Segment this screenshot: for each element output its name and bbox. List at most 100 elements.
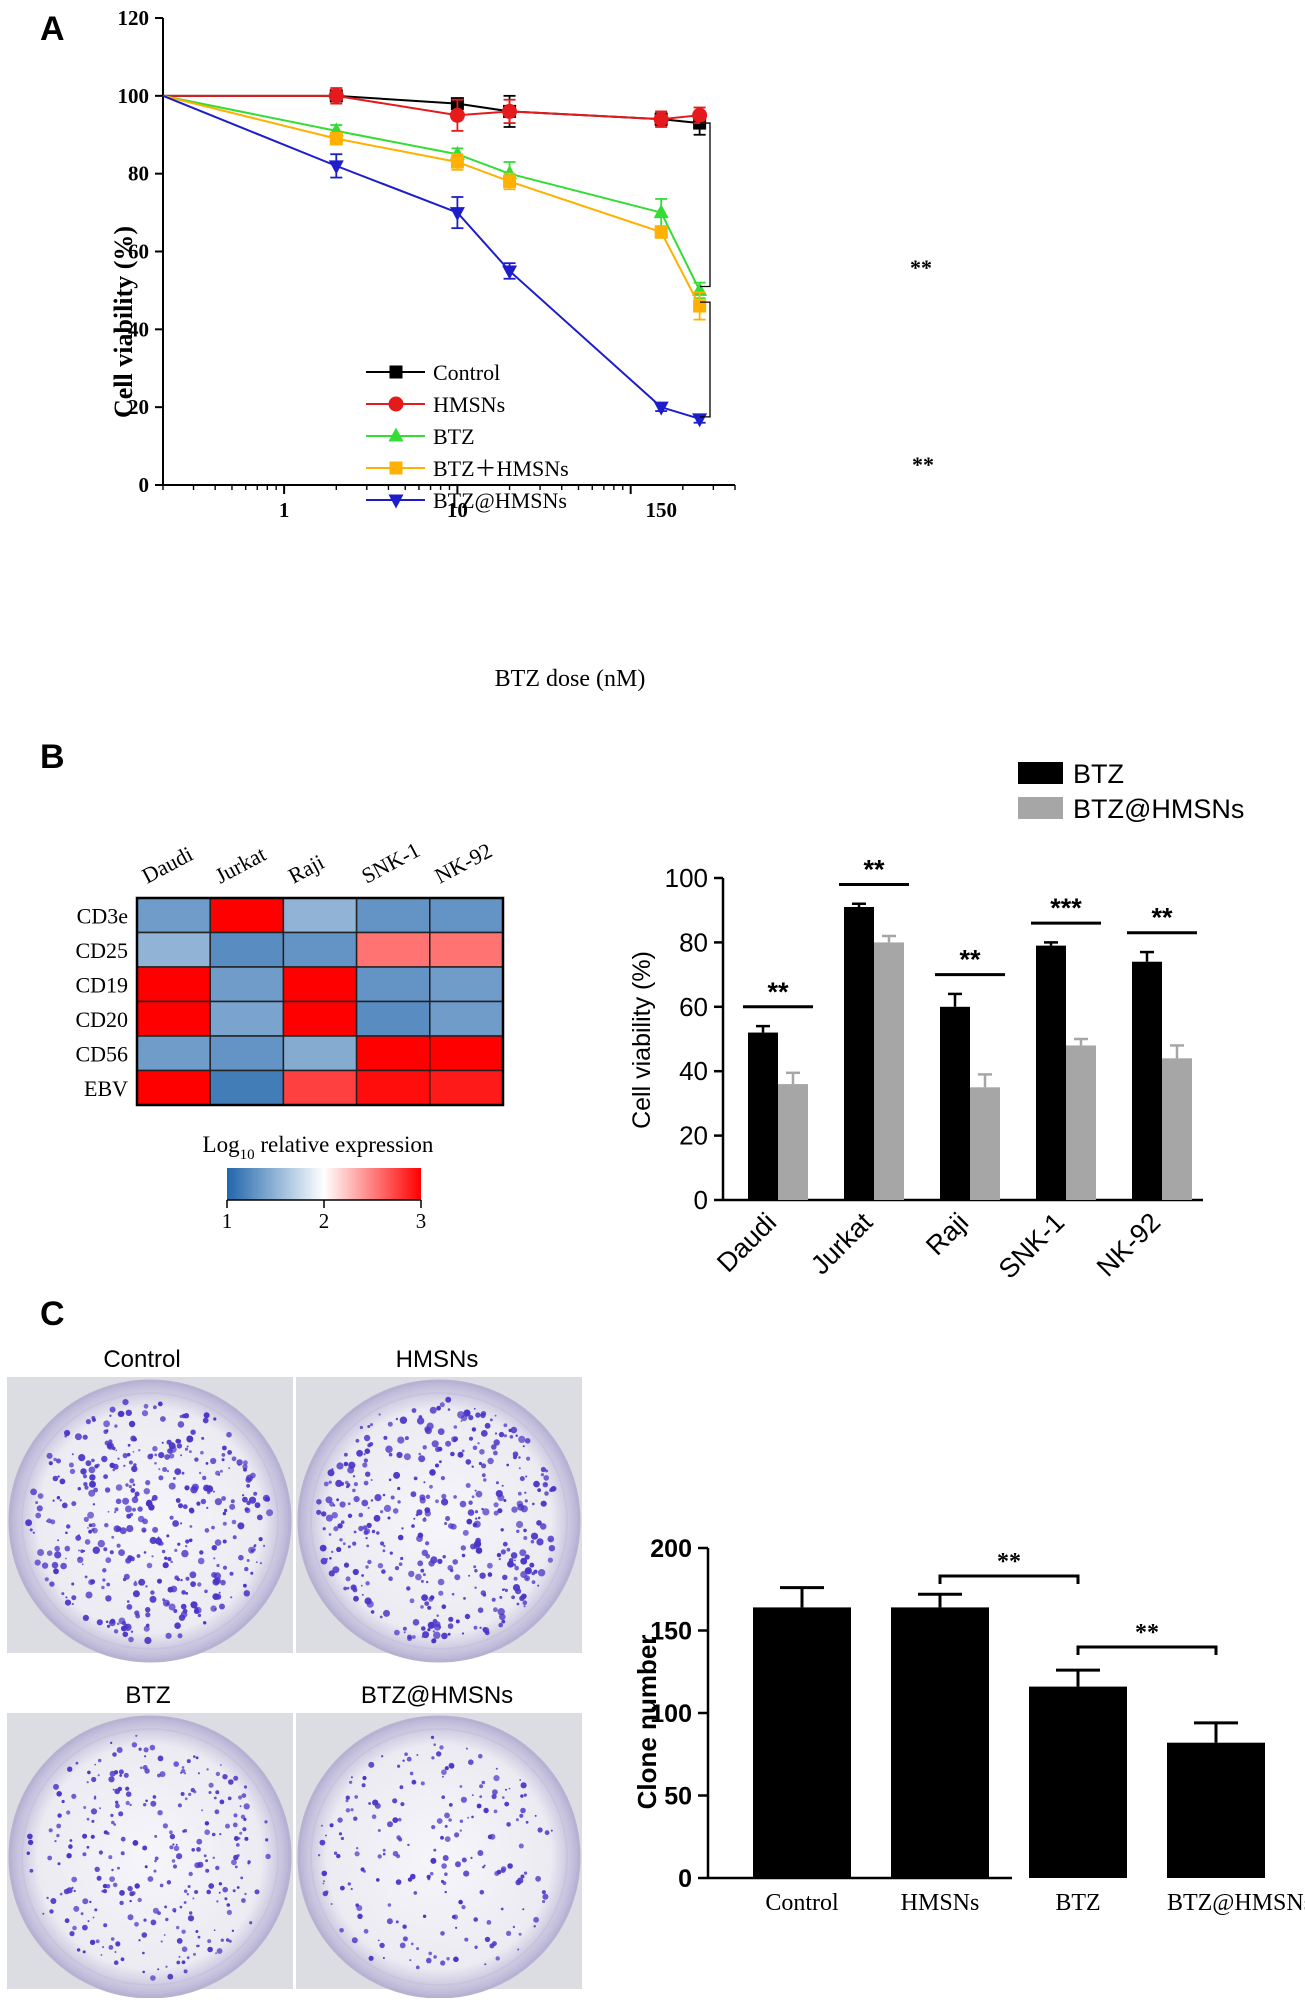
colony <box>109 1550 114 1555</box>
colony <box>131 1465 138 1473</box>
significance-label: ** <box>959 945 981 975</box>
bar-chart-axes: 0 20 40 60 80 100 Daudi Jurkat Raji SNK-1 NK-92 <box>665 863 1203 1284</box>
colony <box>92 1503 96 1506</box>
colony <box>154 1856 159 1861</box>
colony <box>483 1864 486 1867</box>
colony <box>418 1452 422 1456</box>
colony <box>57 1539 60 1542</box>
colorbar-tick-label: 1 <box>222 1209 233 1233</box>
colony <box>123 1623 129 1630</box>
colony <box>539 1523 547 1530</box>
colony <box>125 1786 130 1791</box>
colony <box>184 1797 188 1801</box>
colony <box>426 1422 434 1430</box>
colony <box>63 1888 70 1895</box>
colony <box>87 1920 90 1923</box>
colony <box>181 1549 189 1558</box>
colony <box>483 1807 489 1814</box>
colony <box>221 1458 225 1462</box>
colony <box>416 1947 420 1951</box>
heatmap-cell <box>355 1069 431 1106</box>
colony <box>185 1539 190 1544</box>
colony <box>80 1468 87 1475</box>
colony <box>363 1434 371 1442</box>
colony <box>542 1899 546 1904</box>
colony <box>422 1445 427 1450</box>
colony <box>65 1557 67 1560</box>
colony <box>57 1862 61 1866</box>
colony <box>82 1950 86 1954</box>
colony <box>336 1498 339 1502</box>
colony <box>82 1924 88 1931</box>
colony <box>444 1836 451 1842</box>
colony <box>110 1618 116 1624</box>
colony <box>328 1480 332 1484</box>
heatmap-column-label: Daudi <box>138 841 197 888</box>
colony <box>172 1907 177 1913</box>
colony <box>411 1635 416 1639</box>
colony <box>238 1554 244 1561</box>
colony <box>343 1586 348 1591</box>
colony <box>244 1836 249 1841</box>
colony <box>406 1756 412 1762</box>
colony <box>258 1537 263 1542</box>
colony <box>435 1499 439 1504</box>
heatmap-column-label: Raji <box>284 849 328 888</box>
colony <box>157 1810 163 1816</box>
colony <box>499 1613 506 1621</box>
colony <box>92 1546 101 1554</box>
colony <box>442 1855 449 1861</box>
colony <box>61 1502 68 1509</box>
colony <box>333 1526 339 1532</box>
colony <box>397 1764 401 1768</box>
colony <box>238 1795 243 1800</box>
colony <box>383 1544 386 1548</box>
colony <box>420 1568 425 1573</box>
x-tick-label: HMSNs <box>901 1890 980 1916</box>
colony <box>523 1605 526 1608</box>
colony <box>242 1494 245 1497</box>
colony <box>459 1829 462 1832</box>
data-point <box>389 365 403 379</box>
colony <box>424 1510 431 1517</box>
colony <box>219 1603 225 1610</box>
colony <box>87 1511 94 1519</box>
colony <box>215 1593 222 1600</box>
heatmap-cell <box>209 931 285 968</box>
colony <box>131 1891 136 1896</box>
colony <box>143 1803 147 1807</box>
colony <box>177 1542 181 1546</box>
colony <box>371 1529 376 1534</box>
y-tick-label: 40 <box>679 1056 708 1086</box>
colony <box>57 1475 60 1478</box>
photo-label-btz-hmsns: BTZ@HMSNs <box>361 1682 513 1709</box>
colony <box>388 1576 393 1581</box>
colony <box>518 1932 522 1936</box>
colony <box>352 1541 357 1546</box>
colony <box>355 1438 360 1443</box>
colony <box>468 1436 474 1441</box>
colony <box>95 1939 100 1944</box>
colony <box>503 1499 507 1502</box>
legend-label: BTZ@HMSNs <box>1073 794 1244 824</box>
colony <box>238 1837 241 1840</box>
colony <box>98 1850 103 1855</box>
colony <box>321 1511 327 1517</box>
series-hmsns <box>163 87 708 132</box>
colony <box>430 1857 437 1864</box>
colony <box>440 1835 444 1840</box>
colony <box>145 1612 151 1618</box>
colony <box>264 1820 268 1824</box>
colony <box>134 1580 137 1583</box>
legend-swatch <box>1018 797 1063 819</box>
colony <box>60 1562 67 1570</box>
colony <box>243 1817 247 1821</box>
colony <box>385 1445 393 1453</box>
colony <box>352 1475 356 1478</box>
colony <box>422 1573 426 1577</box>
colony <box>465 1459 472 1465</box>
colony <box>184 1447 189 1451</box>
colony <box>476 1803 482 1809</box>
colony <box>370 1423 373 1427</box>
colony <box>363 1458 368 1463</box>
